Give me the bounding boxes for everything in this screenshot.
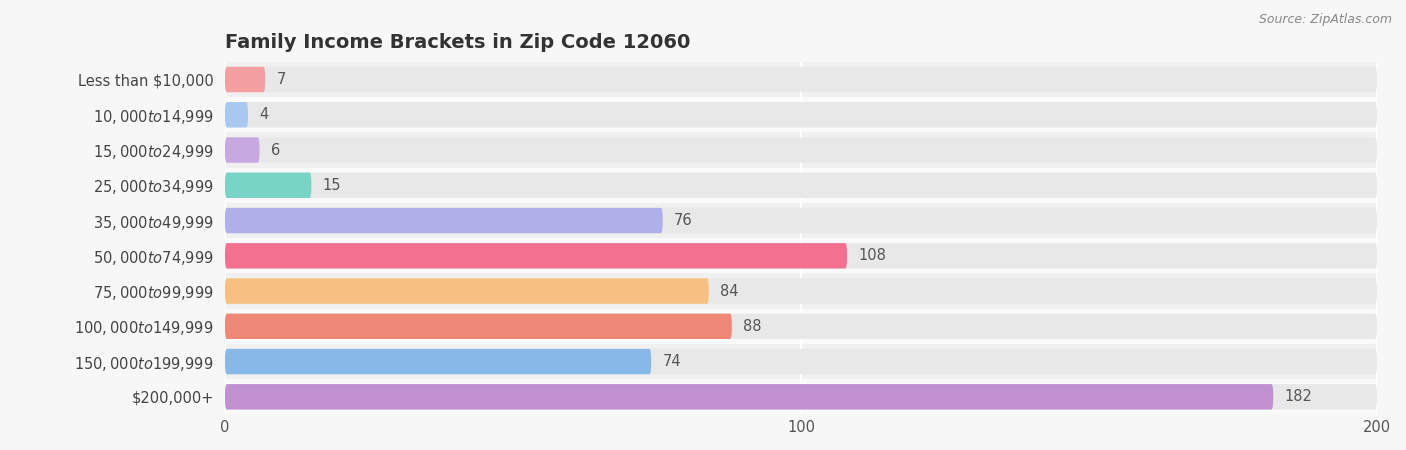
Text: 6: 6 — [271, 143, 280, 158]
Text: 4: 4 — [260, 107, 269, 122]
FancyBboxPatch shape — [225, 309, 1376, 344]
FancyBboxPatch shape — [225, 62, 1376, 97]
FancyBboxPatch shape — [225, 314, 733, 339]
FancyBboxPatch shape — [225, 243, 846, 269]
FancyBboxPatch shape — [225, 137, 260, 163]
Text: 7: 7 — [277, 72, 287, 87]
FancyBboxPatch shape — [225, 137, 1376, 163]
FancyBboxPatch shape — [225, 314, 1376, 339]
FancyBboxPatch shape — [225, 132, 1376, 168]
Text: 76: 76 — [675, 213, 693, 228]
Text: Family Income Brackets in Zip Code 12060: Family Income Brackets in Zip Code 12060 — [225, 33, 690, 52]
Text: Source: ZipAtlas.com: Source: ZipAtlas.com — [1258, 14, 1392, 27]
FancyBboxPatch shape — [225, 67, 1376, 92]
FancyBboxPatch shape — [225, 102, 1376, 127]
FancyBboxPatch shape — [225, 274, 1376, 309]
FancyBboxPatch shape — [225, 379, 1376, 414]
FancyBboxPatch shape — [225, 344, 1376, 379]
Text: 15: 15 — [323, 178, 342, 193]
FancyBboxPatch shape — [225, 384, 1376, 410]
FancyBboxPatch shape — [225, 279, 709, 304]
Text: 84: 84 — [720, 284, 738, 298]
FancyBboxPatch shape — [225, 67, 266, 92]
FancyBboxPatch shape — [225, 102, 247, 127]
FancyBboxPatch shape — [225, 208, 1376, 233]
FancyBboxPatch shape — [225, 243, 1376, 269]
Text: 108: 108 — [859, 248, 886, 263]
FancyBboxPatch shape — [225, 173, 311, 198]
FancyBboxPatch shape — [225, 173, 1376, 198]
Text: 74: 74 — [662, 354, 682, 369]
FancyBboxPatch shape — [225, 203, 1376, 238]
FancyBboxPatch shape — [225, 97, 1376, 132]
FancyBboxPatch shape — [225, 349, 1376, 374]
Text: 88: 88 — [744, 319, 762, 334]
FancyBboxPatch shape — [225, 349, 651, 374]
FancyBboxPatch shape — [225, 238, 1376, 274]
FancyBboxPatch shape — [225, 384, 1274, 410]
FancyBboxPatch shape — [225, 279, 1376, 304]
FancyBboxPatch shape — [225, 208, 662, 233]
Text: 182: 182 — [1285, 389, 1313, 404]
FancyBboxPatch shape — [225, 168, 1376, 203]
